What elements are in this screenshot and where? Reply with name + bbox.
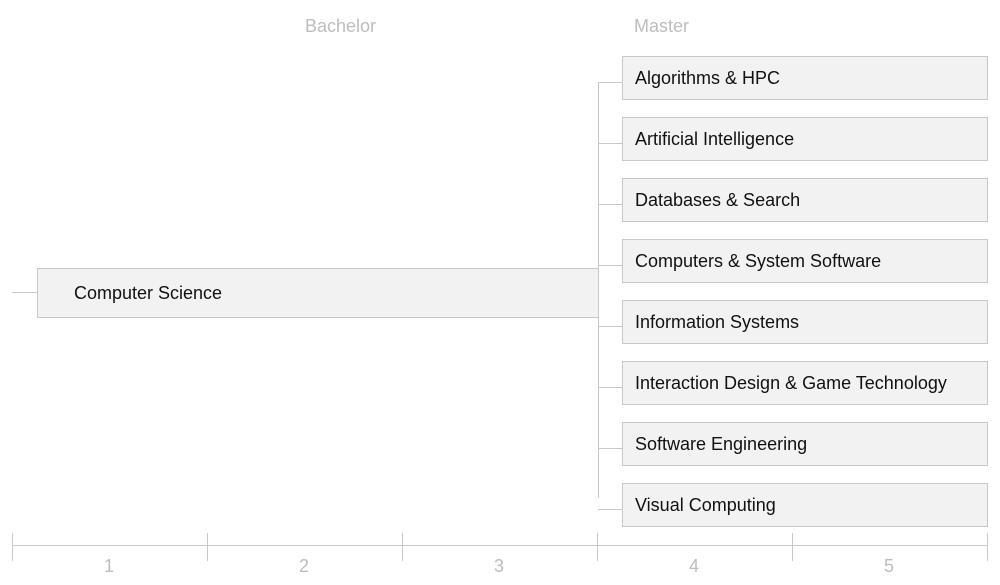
branch-stub — [598, 265, 622, 266]
branch-stub — [598, 82, 622, 83]
axis-tick — [987, 533, 988, 561]
root-connector — [12, 292, 37, 293]
bachelor-header: Bachelor — [305, 16, 377, 36]
axis-label: 4 — [688, 556, 699, 576]
node-computer-science[interactable]: Computer Science — [37, 268, 599, 318]
axis-tick — [792, 533, 793, 561]
axis-tick — [12, 533, 13, 561]
branch-stub — [598, 204, 622, 205]
branch-stub — [598, 509, 622, 510]
branch-stub — [598, 448, 622, 449]
axis-tick — [597, 533, 598, 561]
node-master-program[interactable]: Algorithms & HPC — [622, 56, 988, 100]
node-master-program[interactable]: Visual Computing — [622, 483, 988, 527]
axis-label: 5 — [883, 556, 894, 576]
node-master-program[interactable]: Information Systems — [622, 300, 988, 344]
axis-tick — [207, 533, 208, 561]
node-master-program[interactable]: Software Engineering — [622, 422, 988, 466]
axis-label: 2 — [298, 556, 309, 576]
node-master-program[interactable]: Artificial Intelligence — [622, 117, 988, 161]
branch-stub — [598, 143, 622, 144]
axis-tick — [402, 533, 403, 561]
node-master-program[interactable]: Databases & Search — [622, 178, 988, 222]
branch-connector — [598, 82, 599, 498]
master-header: Master — [634, 16, 690, 36]
branch-stub — [598, 326, 622, 327]
axis-label: 3 — [493, 556, 504, 576]
node-master-program[interactable]: Interaction Design & Game Technology — [622, 361, 988, 405]
semester-axis — [12, 545, 988, 546]
axis-label: 1 — [103, 556, 114, 576]
node-master-program[interactable]: Computers & System Software — [622, 239, 988, 283]
branch-stub — [598, 387, 622, 388]
